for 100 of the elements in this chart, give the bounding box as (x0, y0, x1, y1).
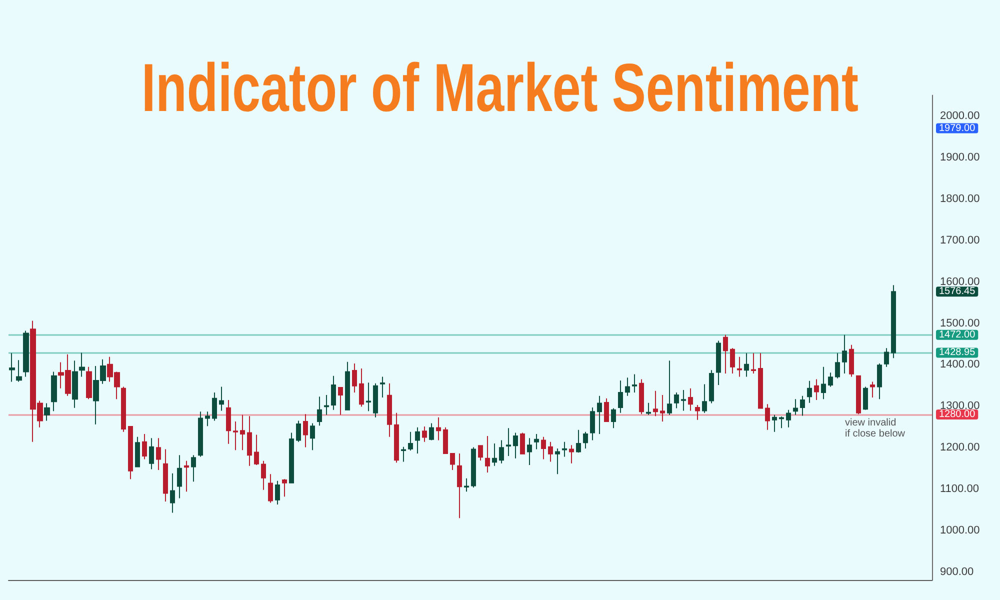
text: 1576.45 (939, 286, 976, 298)
candlestick (562, 441, 567, 458)
candlestick (646, 402, 651, 416)
candlestick (891, 284, 896, 359)
candlestick (184, 460, 189, 492)
candlestick (226, 399, 231, 444)
candlestick (870, 381, 875, 398)
candlestick (289, 432, 294, 484)
candlestick (317, 396, 322, 426)
candlestick (387, 382, 392, 438)
candlestick (709, 370, 714, 404)
candlestick (758, 352, 763, 409)
candlestick (618, 380, 623, 414)
candlestick (142, 433, 147, 460)
candlestick (632, 374, 637, 394)
ref-line-label: 1428.95 (939, 347, 976, 358)
candlestick (730, 348, 735, 374)
candlestick (583, 431, 588, 449)
candlestick (443, 426, 448, 454)
candlestick (555, 448, 560, 475)
candlestick (471, 446, 476, 488)
candlestick (247, 416, 252, 466)
candlestick (520, 432, 525, 454)
candlestick (450, 452, 455, 471)
candlestick (877, 363, 882, 400)
candlestick (716, 340, 721, 386)
candlestick (863, 386, 868, 410)
candlestick (779, 416, 784, 429)
y-tick-label: 2000.00 (940, 110, 980, 122)
candlestick (268, 474, 273, 504)
candlestick (688, 388, 693, 412)
candlestick (590, 406, 595, 441)
candlestick (751, 352, 756, 374)
candlestick (856, 375, 861, 415)
candlestick (23, 330, 29, 378)
candlestick (366, 382, 371, 412)
candlestick (331, 375, 336, 410)
candlestick (128, 426, 133, 480)
candlestick (422, 426, 427, 442)
y-tick-label: 1500.00 (940, 317, 980, 330)
candlestick (191, 454, 196, 482)
candlestick (723, 334, 728, 374)
candlestick (800, 395, 805, 416)
candlestick (303, 414, 308, 448)
candlestick (639, 378, 644, 415)
candlestick (240, 414, 245, 451)
candlestick (744, 352, 749, 378)
candlestick (821, 366, 826, 400)
candlestick (625, 377, 630, 396)
candlestick (534, 433, 539, 450)
candlestick (359, 368, 364, 408)
candlestick (548, 441, 553, 462)
candlestick (408, 431, 413, 452)
candlestick (149, 438, 154, 470)
candlestick (653, 390, 658, 417)
ref-line-label: 1472.00 (939, 329, 976, 340)
candlestick (394, 412, 399, 464)
candlestick (352, 363, 357, 394)
candlestick (415, 426, 420, 454)
candlestick (198, 411, 203, 458)
candlestick (373, 382, 378, 418)
y-tick-label: 1000.00 (940, 524, 980, 537)
candlestick (79, 352, 85, 378)
candlestick (737, 356, 742, 378)
candlestick (513, 432, 518, 459)
candlestick (506, 428, 511, 456)
candlestick (695, 404, 700, 420)
y-tick-label: 1900.00 (940, 151, 980, 164)
candlestick (464, 478, 469, 492)
y-tick-label: 1100.00 (940, 483, 979, 496)
candlestick (884, 348, 889, 368)
candlestick (429, 422, 434, 441)
candlestick (380, 376, 385, 398)
candlestick (597, 395, 602, 434)
candlestick (72, 360, 78, 408)
candlestick (772, 414, 777, 432)
candlestick (170, 472, 175, 514)
candlestick (205, 411, 210, 427)
candlestick (338, 387, 343, 416)
candlestick (296, 420, 301, 442)
candlestick (212, 392, 217, 422)
candlestick (765, 404, 770, 430)
y-tick-label: 1800.00 (940, 192, 980, 205)
candlestick (576, 429, 581, 454)
candlestick (310, 422, 315, 451)
candlestick (702, 384, 707, 414)
candlestick (849, 344, 854, 378)
candlestick (611, 408, 616, 429)
candlestick (492, 443, 497, 466)
candlestick (121, 386, 126, 432)
candlestick (842, 334, 847, 374)
candlestick (786, 409, 791, 428)
candlestick (457, 452, 462, 519)
candlestick (667, 360, 672, 416)
candlestick (44, 402, 50, 422)
y-tick-label: 1200.00 (940, 442, 980, 454)
candlestick (282, 478, 287, 498)
candlestick (485, 436, 490, 474)
candlestick (156, 438, 161, 471)
chart-title: Indicator of Market Sentiment (142, 50, 858, 126)
